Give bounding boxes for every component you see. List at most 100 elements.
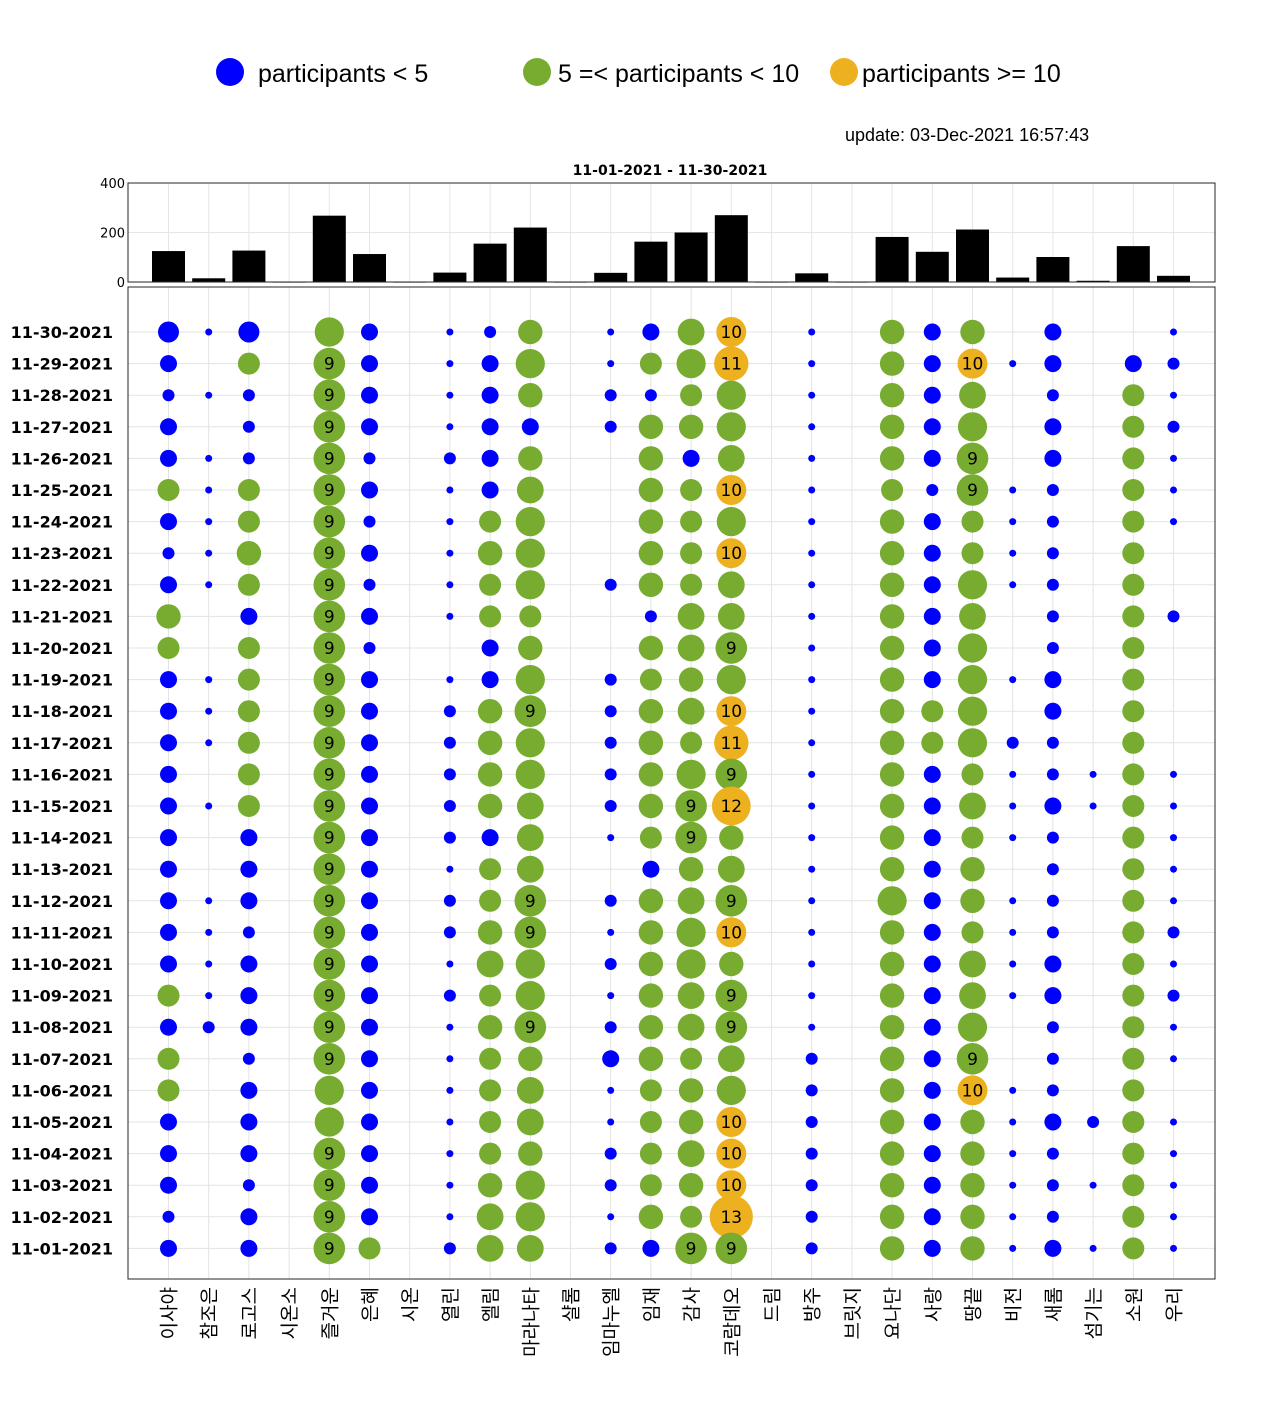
bubble [1046,642,1059,654]
bubble [604,420,617,433]
date-label: 11-10-2021 [11,955,113,974]
bubble [446,1150,454,1158]
bubble-value-label: 9 [324,513,335,533]
date-label: 11-03-2021 [11,1176,113,1195]
bubble [157,1047,180,1070]
bubble [477,1173,503,1198]
bubble-value-label: 9 [324,955,335,975]
bubble [361,386,378,404]
bubble [481,418,499,436]
bubble-value-label: 9 [324,386,335,406]
bubble [160,860,177,878]
bubble [879,667,905,692]
bubble [516,476,544,504]
bubble [957,696,988,726]
bubble [361,892,378,910]
bubble [156,604,181,629]
bubble [160,576,177,594]
bubble [205,960,213,968]
bubble-value-label: 9 [525,892,536,912]
date-label: 11-21-2021 [11,607,113,626]
bubble [680,1205,703,1228]
date-labels: 11-30-2021 11-29-2021 11-28-2021 11-27-2021… [11,323,113,1258]
bubble [1044,955,1062,973]
bubble [479,858,502,881]
bubble [361,734,378,752]
group-label: 코람데오 [721,1287,743,1357]
bubble [680,1047,703,1070]
bubble [923,386,941,404]
bubble [446,391,454,399]
bubble [1009,1181,1017,1189]
bubble [1122,1174,1145,1197]
bubble [160,355,177,373]
bubble [638,414,664,439]
bubble [361,323,378,341]
bubble [313,1043,346,1075]
bubble-value-label: 9 [726,987,737,1007]
bubble [808,454,816,462]
bubble [716,696,747,727]
bubble [711,786,751,826]
bubble [515,538,545,568]
bar-소원 [1116,246,1150,282]
bubble [923,576,941,594]
bubble [313,379,346,412]
bubble [1122,542,1145,565]
date-label: 11-22-2021 [11,576,113,595]
bubble-value-label: 9 [967,481,978,501]
bubble [1046,515,1059,528]
bubble [604,800,617,812]
bubble [960,1204,985,1230]
bubble [717,1045,745,1073]
group-label: 샬롬 [561,1287,583,1322]
bubble [879,319,905,345]
bubble [638,1014,664,1040]
bubble [1124,355,1142,373]
bubble [516,824,544,851]
bubble [481,639,499,657]
bubble [805,1242,818,1255]
bubble-value-label: 11 [720,355,742,375]
bubble [677,318,705,346]
bubble [515,981,545,1011]
bubble [879,1173,905,1198]
bubble [1170,802,1177,810]
bubble [313,979,346,1012]
bubble [879,983,905,1008]
bubble [717,571,745,599]
bubble [808,423,816,431]
bubble [313,885,346,917]
bar-감사 [674,232,708,282]
bubble-value-label: 9 [686,829,697,849]
bubble [160,1176,177,1194]
date-label: 11-17-2021 [11,734,113,753]
bubble [805,1052,818,1065]
bubble [361,1113,378,1131]
group-label: 섬기는 [1083,1287,1105,1339]
bubble [160,1018,177,1036]
bubble [1046,1052,1059,1065]
bubble [602,1050,620,1068]
bubble [205,676,213,684]
bubble-value-label: 11 [720,734,742,754]
bubble [238,321,260,343]
bubble [808,1023,816,1031]
bubble [1009,1150,1017,1158]
bubble [443,705,456,718]
bubble [237,731,260,754]
bubble [240,860,258,878]
bubble [240,955,258,973]
bubble [160,513,177,531]
bubble-value-label: 9 [726,1018,737,1038]
bubble [1046,768,1059,781]
bubble [1170,897,1177,905]
bubble [714,346,749,381]
bubble [237,668,260,691]
bubble [923,418,941,436]
bubble [1170,454,1177,462]
bubble [956,474,989,506]
bubble-value-label: 9 [324,734,335,754]
bubble [678,414,704,439]
bubble [715,758,748,791]
